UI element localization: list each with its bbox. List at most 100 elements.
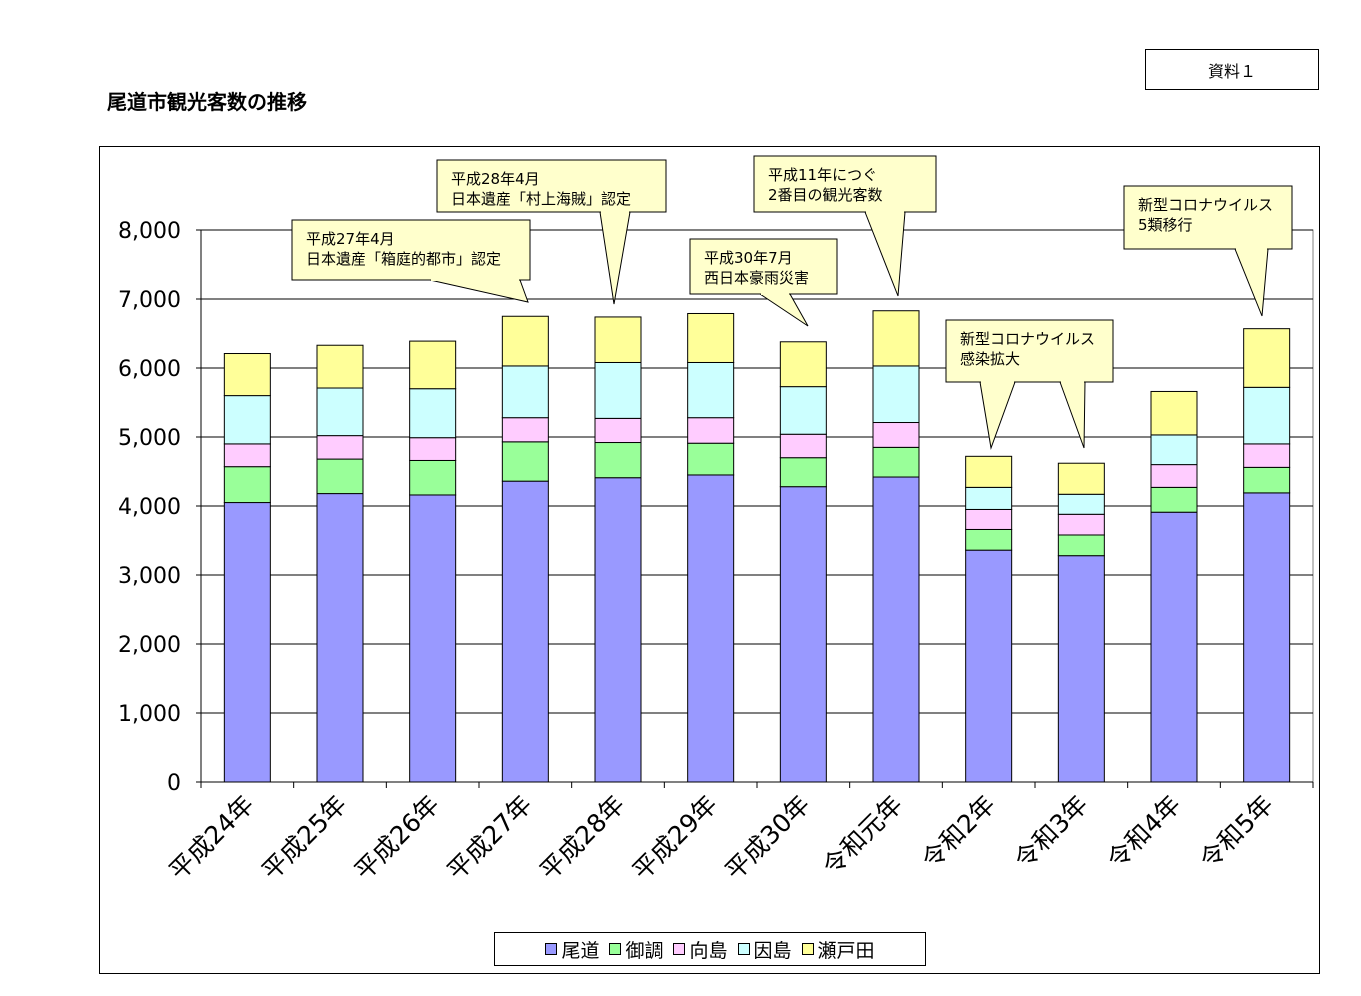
bar-segment-5 xyxy=(409,340,457,390)
x-tick-label: 令和4年 xyxy=(1101,790,1186,875)
annotation-pointer xyxy=(599,211,631,305)
annotation-pointer xyxy=(1234,248,1269,317)
annotation-text: 平成28年4月 xyxy=(451,170,540,188)
bar-segment-5 xyxy=(872,310,920,367)
bar-segment-4 xyxy=(316,387,364,437)
bar-segment-2 xyxy=(223,466,271,504)
bar-segment-2 xyxy=(779,457,827,488)
annotation-text: 新型コロナウイルス xyxy=(1138,196,1273,214)
x-tick-label: 令和2年 xyxy=(916,790,1001,875)
legend-swatch-onomichi xyxy=(545,943,558,955)
bar-segment-4 xyxy=(1150,434,1198,466)
page-title: 尾道市観光客数の推移 xyxy=(107,90,307,114)
bar-segment-1 xyxy=(965,549,1013,783)
bar-segment-4 xyxy=(965,486,1013,510)
x-tick-label: 令和元年 xyxy=(817,790,908,881)
bar-segment-1 xyxy=(501,480,549,783)
bar-segment-5 xyxy=(687,312,735,363)
bar-segment-5 xyxy=(501,315,549,367)
bar-segment-4 xyxy=(409,388,457,439)
annotation-text: 5類移行 xyxy=(1138,216,1193,234)
bar-segment-1 xyxy=(223,502,271,783)
bar-segment-4 xyxy=(594,361,642,419)
annotation-text: 新型コロナウイルス xyxy=(960,330,1095,348)
y-tick-label: 0 xyxy=(167,771,181,796)
bar-segment-3 xyxy=(409,437,457,461)
legend-item-innoshima: 因島 xyxy=(737,936,792,963)
legend-swatch-mukaishima xyxy=(673,943,686,955)
x-tick-label: 令和5年 xyxy=(1194,790,1279,875)
bar-segment-1 xyxy=(409,494,457,783)
bar-segment-2 xyxy=(687,442,735,476)
chart-legend: 尾道 御調 向島 因島 瀬戸田 xyxy=(494,932,926,966)
chart-frame xyxy=(99,146,1320,974)
bar-segment-2 xyxy=(1150,486,1198,513)
bar-segment-4 xyxy=(1057,493,1105,515)
y-tick-label: 2,000 xyxy=(118,633,181,658)
bar-segment-2 xyxy=(501,441,549,482)
annotation-text: 2番目の観光客数 xyxy=(768,186,883,204)
bar-segment-3 xyxy=(872,422,920,448)
x-tick-label: 平成27年 xyxy=(442,790,538,886)
annotation-pointer xyxy=(864,211,906,297)
bar-segment-3 xyxy=(965,508,1013,530)
y-tick-label: 7,000 xyxy=(118,288,181,313)
document-reference-label: 資料１ xyxy=(1207,61,1256,81)
bar-segment-4 xyxy=(687,361,735,419)
bar-segment-5 xyxy=(1057,462,1105,495)
legend-item-mukaishima: 向島 xyxy=(673,936,728,963)
legend-label-setoda: 瀬戸田 xyxy=(817,939,875,962)
bar-segment-4 xyxy=(1243,386,1291,445)
annotation-text: 平成27年4月 xyxy=(306,230,395,248)
legend-label-mukaishima: 向島 xyxy=(689,939,728,962)
bar-segment-3 xyxy=(1057,513,1105,536)
x-tick-label: 平成28年 xyxy=(534,790,630,886)
annotation-text: 感染拡大 xyxy=(960,350,1020,368)
y-tick-label: 8,000 xyxy=(118,219,181,244)
annotation-box xyxy=(689,238,838,295)
annotation-text: 日本遺産「村上海賊」認定 xyxy=(451,190,631,208)
document-reference-box: 資料１ xyxy=(1145,49,1319,90)
bar-segment-1 xyxy=(779,486,827,783)
bar-segment-2 xyxy=(594,442,642,479)
y-tick-label: 4,000 xyxy=(118,495,181,520)
y-tick-label: 6,000 xyxy=(118,357,181,382)
bar-segment-5 xyxy=(223,353,271,397)
x-tick-label: 平成30年 xyxy=(720,790,816,886)
bar-segment-1 xyxy=(1057,555,1105,783)
annotation-text: 平成11年につぐ xyxy=(768,166,877,184)
annotation-box xyxy=(945,319,1114,383)
bar-segment-5 xyxy=(1150,390,1198,436)
bar-segment-3 xyxy=(223,443,271,468)
legend-label-innoshima: 因島 xyxy=(753,939,792,962)
annotation-box xyxy=(436,159,667,213)
annotation-text: 日本遺産「箱庭的都市」認定 xyxy=(306,250,501,268)
legend-swatch-setoda xyxy=(801,943,814,955)
legend-label-onomichi: 尾道 xyxy=(561,939,600,962)
bar-segment-2 xyxy=(965,528,1013,551)
bar-segment-3 xyxy=(1243,443,1291,468)
bar-segment-5 xyxy=(965,455,1013,488)
legend-swatch-mitsugi xyxy=(609,943,622,955)
bar-segment-4 xyxy=(501,365,549,419)
bar-segment-2 xyxy=(1243,466,1291,494)
bar-segment-5 xyxy=(594,316,642,363)
x-tick-label: 平成25年 xyxy=(256,790,352,886)
annotation-text: 平成30年7月 xyxy=(704,249,793,267)
bar-segment-5 xyxy=(316,344,364,389)
bar-segment-3 xyxy=(316,435,364,460)
annotation-pointer xyxy=(1059,381,1086,449)
bar-segment-3 xyxy=(501,417,549,443)
bar-segment-5 xyxy=(779,341,827,388)
annotation-box xyxy=(753,155,937,213)
bar-segment-3 xyxy=(1150,464,1198,488)
bar-segment-1 xyxy=(1150,511,1198,783)
annotation-pointer xyxy=(979,381,1016,450)
x-tick-label: 令和3年 xyxy=(1009,790,1094,875)
bar-segment-2 xyxy=(409,459,457,496)
legend-item-mitsugi: 御調 xyxy=(609,936,663,963)
legend-swatch-innoshima xyxy=(737,943,750,955)
bar-segment-4 xyxy=(872,365,920,424)
bar-segment-1 xyxy=(687,474,735,783)
